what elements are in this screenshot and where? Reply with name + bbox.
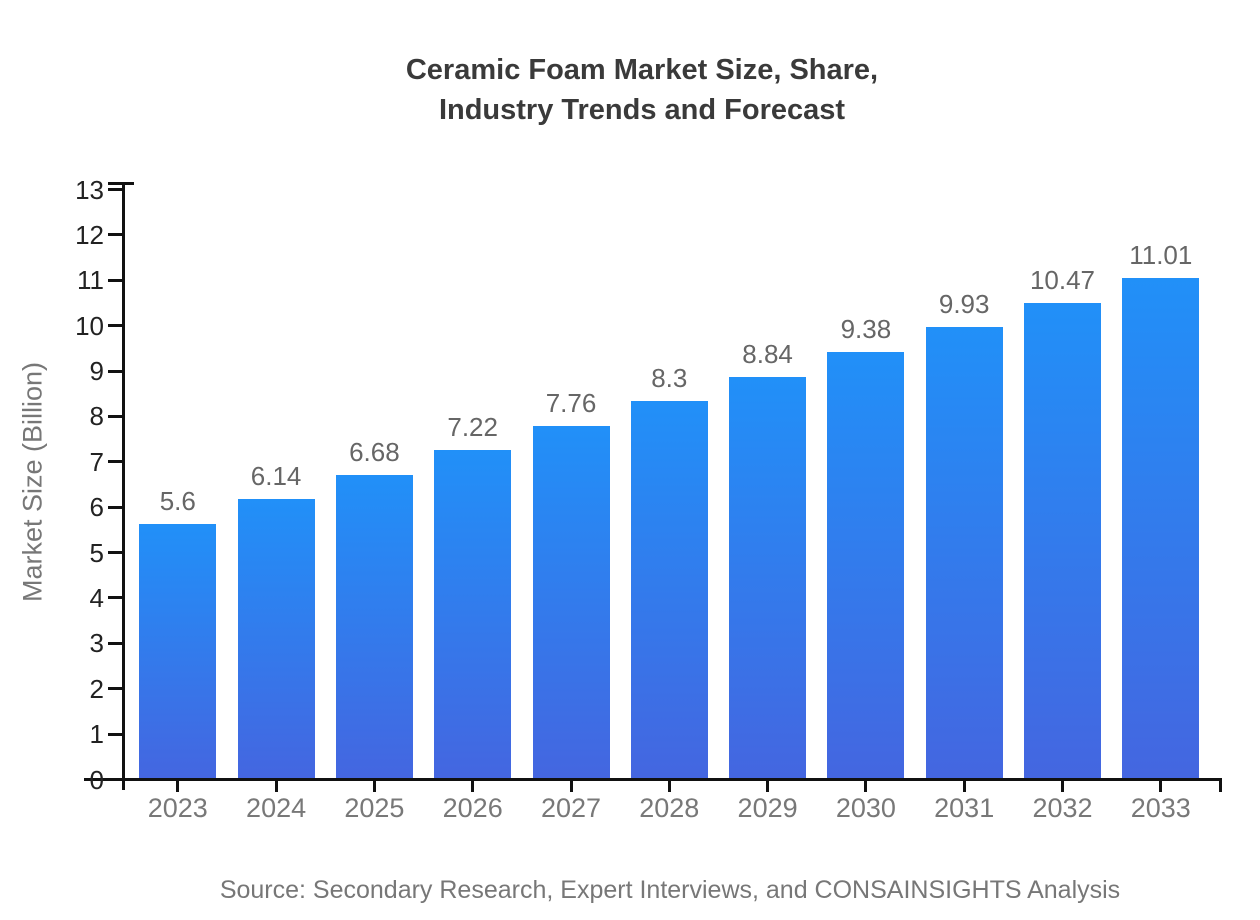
bar — [925, 327, 1003, 778]
y-tick-label: 8 — [89, 401, 104, 432]
y-tick-mark — [108, 505, 122, 509]
bar-value-label: 6.68 — [349, 436, 400, 467]
x-tick-mark — [372, 781, 376, 792]
x-tick-mark — [766, 781, 770, 792]
x-tick-label: 2027 — [540, 793, 602, 823]
x-tick-mark — [274, 781, 278, 792]
bar-value-label: 9.38 — [840, 314, 892, 345]
x-tick-label: 2032 — [1032, 793, 1093, 823]
x-tick-mark — [667, 781, 671, 792]
y-tick-mark — [108, 278, 122, 282]
y-tick-label: 12 — [75, 219, 104, 250]
bar-value-label: 8.84 — [742, 338, 793, 369]
y-tick-mark — [108, 369, 122, 373]
y-tick-mark — [108, 188, 122, 192]
y-tick-label: 4 — [89, 582, 104, 613]
y-axis-title: Market Size (Billion) — [17, 361, 48, 603]
y-tick-label: 10 — [75, 310, 104, 341]
x-tick-mark — [864, 781, 868, 792]
y-tick-label: 9 — [89, 356, 104, 387]
bar — [827, 352, 905, 778]
y-tick-mark — [108, 324, 122, 328]
y-tick-label: 11 — [77, 265, 104, 296]
chart-title-line-1: Ceramic Foam Market Size, Share, — [405, 54, 879, 86]
y-tick-mark — [108, 687, 122, 691]
y-tick-mark — [108, 551, 122, 555]
x-tick-label: 2031 — [934, 793, 995, 823]
x-tick-label: 2028 — [639, 793, 700, 823]
y-axis-top-cap — [108, 182, 134, 185]
y-tick-mark — [108, 460, 122, 464]
x-tick-mark — [1159, 781, 1163, 792]
x-tick-label: 2024 — [246, 793, 307, 823]
x-tick-mark — [962, 781, 966, 792]
y-tick-mark — [108, 641, 122, 645]
y-tick-label: 6 — [89, 492, 104, 523]
y-tick-label: 5 — [89, 537, 104, 568]
bar — [729, 376, 807, 778]
x-tick-mark — [569, 781, 573, 792]
x-axis-line — [84, 778, 1222, 781]
y-tick-mark — [108, 732, 122, 736]
y-tick-mark — [108, 596, 122, 600]
bar-value-label: 6.14 — [250, 461, 302, 492]
x-tick-label: 2023 — [147, 793, 208, 823]
bar — [139, 523, 217, 778]
bar-value-label: 11.01 — [1129, 240, 1193, 271]
y-tick-label: 2 — [89, 673, 104, 704]
x-tick-label: 2025 — [344, 793, 405, 823]
y-tick-label: 3 — [89, 628, 104, 659]
bar — [335, 474, 413, 778]
y-tick-mark — [108, 778, 122, 781]
bar-value-label: 5.6 — [159, 485, 196, 516]
bar — [630, 401, 708, 778]
bar-value-label: 7.22 — [447, 412, 498, 443]
x-tick-label: 2030 — [835, 793, 896, 823]
bar-value-label: 10.47 — [1029, 264, 1096, 295]
chart-title: Ceramic Foam Market Size, Share, Industr… — [192, 50, 1092, 130]
bar — [434, 450, 512, 778]
bar — [237, 499, 315, 778]
chart-title-line-2: Industry Trends and Forecast — [438, 94, 846, 126]
bar-value-label: 9.93 — [938, 289, 990, 320]
x-tick-label: 2029 — [737, 793, 798, 823]
bar-value-label: 7.76 — [545, 387, 597, 418]
x-tick-label: 2026 — [442, 793, 503, 823]
y-tick-mark — [108, 233, 122, 237]
x-tick-mark — [1061, 781, 1064, 792]
bar-value-label: 8.3 — [651, 363, 688, 394]
bar — [532, 425, 610, 778]
bar — [1122, 278, 1200, 778]
source-note: Source: Secondary Research, Expert Inter… — [219, 876, 1121, 904]
y-tick-label: 7 — [89, 446, 104, 477]
x-tick-label: 2033 — [1130, 793, 1191, 823]
x-axis-end-tick — [1219, 781, 1222, 792]
y-axis-line — [122, 182, 125, 790]
y-tick-label: 1 — [89, 719, 104, 750]
x-tick-mark — [471, 781, 475, 792]
y-tick-label: 13 — [75, 174, 104, 205]
x-tick-mark — [176, 781, 180, 792]
y-tick-label: 0 — [89, 764, 104, 795]
y-tick-mark — [108, 414, 122, 418]
bar — [1024, 302, 1101, 778]
